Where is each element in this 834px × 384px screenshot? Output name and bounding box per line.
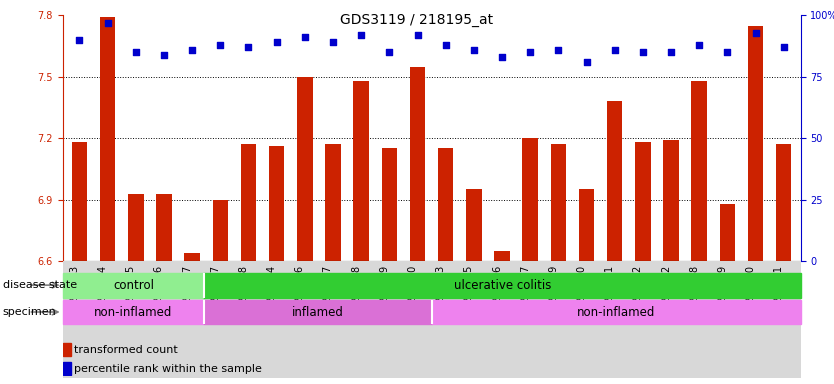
Bar [636, 142, 651, 261]
Bar [128, 194, 143, 261]
Text: non-inflamed: non-inflamed [577, 306, 656, 318]
Bar [63, 343, 71, 356]
Text: GSM239720: GSM239720 [408, 265, 418, 324]
Text: GSM240022: GSM240022 [661, 265, 671, 324]
Bar [720, 204, 735, 261]
Bar [438, 149, 454, 261]
Point [665, 49, 678, 55]
Bar [325, 144, 341, 261]
Text: GSM239727: GSM239727 [520, 265, 530, 324]
Bar [382, 149, 397, 261]
Bar [63, 300, 204, 324]
Text: inflamed: inflamed [292, 306, 344, 318]
Text: GSM240024: GSM240024 [98, 265, 108, 324]
Bar [72, 142, 88, 261]
Bar [579, 189, 595, 261]
Bar [204, 300, 432, 324]
Text: transformed count: transformed count [74, 344, 178, 354]
Point [354, 32, 368, 38]
Point [636, 49, 650, 55]
Bar [63, 273, 204, 298]
Text: GSM239719: GSM239719 [379, 265, 389, 324]
Text: GSM239617: GSM239617 [210, 265, 220, 324]
Bar [663, 140, 679, 261]
Point [270, 39, 284, 45]
Point [580, 59, 593, 65]
Text: GSM240029: GSM240029 [717, 265, 727, 324]
Text: disease state: disease state [3, 280, 77, 290]
Point [467, 47, 480, 53]
Bar [184, 253, 200, 261]
Text: percentile rank within the sample: percentile rank within the sample [74, 364, 262, 374]
Point [552, 47, 565, 53]
Point [608, 47, 621, 53]
Bar [776, 144, 791, 261]
Text: GSM240023: GSM240023 [69, 265, 79, 324]
Bar [354, 81, 369, 261]
Point [242, 44, 255, 50]
Bar [550, 144, 566, 261]
Bar [607, 101, 622, 261]
Text: GSM239717: GSM239717 [323, 265, 333, 324]
Text: GSM239730: GSM239730 [576, 265, 586, 324]
Bar [691, 81, 707, 261]
Text: GSM239714: GSM239714 [267, 265, 277, 324]
Point [524, 49, 537, 55]
Point [692, 42, 706, 48]
Text: control: control [113, 279, 154, 291]
Point [721, 49, 734, 55]
Point [73, 37, 86, 43]
Bar [156, 194, 172, 261]
Point [158, 51, 171, 58]
Text: GSM240027: GSM240027 [182, 265, 192, 324]
Bar [241, 144, 256, 261]
Bar [466, 189, 481, 261]
Bar [269, 146, 284, 261]
Point [749, 30, 762, 36]
Point [298, 35, 311, 41]
Text: GSM239716: GSM239716 [295, 265, 304, 324]
Point [326, 39, 339, 45]
Bar [748, 26, 763, 261]
Point [101, 20, 114, 26]
Point [383, 49, 396, 55]
Text: GSM239732: GSM239732 [633, 265, 643, 324]
Text: GSM240025: GSM240025 [126, 265, 136, 324]
Text: GSM239726: GSM239726 [492, 265, 502, 324]
Point [777, 44, 791, 50]
Point [185, 47, 198, 53]
Text: GSM239723: GSM239723 [435, 265, 445, 324]
Point [439, 42, 452, 48]
Text: GSM240030: GSM240030 [746, 265, 756, 324]
Bar [63, 362, 71, 375]
Text: non-inflamed: non-inflamed [94, 306, 173, 318]
Text: GSM239725: GSM239725 [464, 265, 474, 324]
Text: GSM240031: GSM240031 [774, 265, 784, 324]
Point [411, 32, 425, 38]
Text: specimen: specimen [3, 307, 56, 317]
Text: GSM239718: GSM239718 [351, 265, 361, 324]
Point [214, 42, 227, 48]
Text: GSM239729: GSM239729 [549, 265, 559, 324]
Bar [432, 300, 801, 324]
Point [495, 54, 509, 60]
Bar [297, 77, 313, 261]
Bar [495, 251, 510, 261]
Bar [522, 138, 538, 261]
Bar [213, 200, 228, 261]
Bar [409, 66, 425, 261]
Text: GSM240026: GSM240026 [154, 265, 164, 324]
Text: GSM239731: GSM239731 [605, 265, 615, 324]
Bar [204, 273, 801, 298]
Text: GDS3119 / 218195_at: GDS3119 / 218195_at [340, 13, 494, 27]
Text: GSM239618: GSM239618 [239, 265, 249, 324]
Point [129, 49, 143, 55]
Text: ulcerative colitis: ulcerative colitis [454, 279, 551, 291]
Text: GSM240028: GSM240028 [689, 265, 699, 324]
Bar [100, 17, 115, 261]
